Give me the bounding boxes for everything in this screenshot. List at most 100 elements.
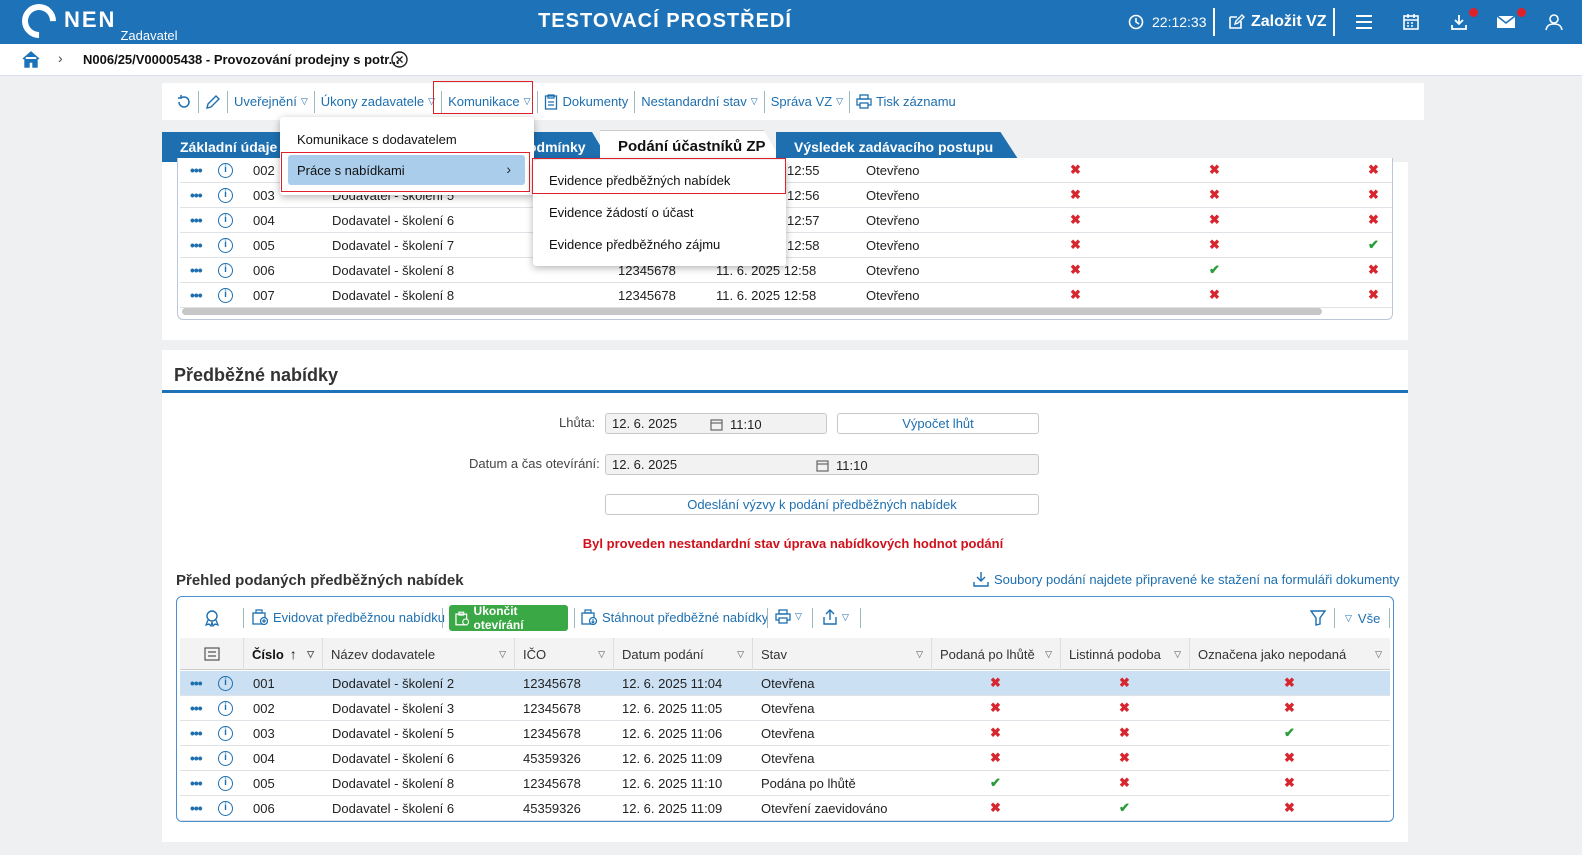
row-actions-icon[interactable]: ••• xyxy=(190,800,203,816)
info-icon[interactable]: i xyxy=(218,700,233,716)
info-icon[interactable]: i xyxy=(218,212,233,228)
row-actions-icon[interactable]: ••• xyxy=(190,212,203,228)
download-files-link[interactable]: Soubory podání najdete připravené ke sta… xyxy=(973,571,1399,587)
refresh-button[interactable] xyxy=(170,90,199,113)
close-icon[interactable] xyxy=(391,51,408,68)
download-offers-button[interactable]: Stáhnout předběžné nabídky xyxy=(581,609,768,625)
row-actions-icon[interactable]: ••• xyxy=(190,700,203,716)
row-actions-icon[interactable]: ••• xyxy=(190,725,203,741)
tab-basic[interactable]: Základní údaje xyxy=(162,132,297,162)
row-actions-icon[interactable]: ••• xyxy=(190,675,203,691)
menu-item-offers[interactable]: Práce s nabídkami › xyxy=(288,155,525,185)
home-icon[interactable] xyxy=(22,51,40,68)
filter-icon[interactable] xyxy=(1310,609,1326,626)
menu-print[interactable]: Tisk záznamu xyxy=(850,91,962,113)
submenu-preliminary-interest[interactable]: Evidence předběžného zájmu xyxy=(549,237,721,252)
table-row[interactable]: ••• i 004 Dodavatel - školení 6 45359326 12. … xyxy=(180,746,1390,771)
row-actions-icon[interactable]: ••• xyxy=(190,237,203,253)
row-actions-icon[interactable]: ••• xyxy=(190,187,203,203)
cell-ico: 45359326 xyxy=(523,750,581,766)
nen-logo[interactable]: NEN Zadavatel xyxy=(14,0,178,46)
submenu-preliminary-offers[interactable]: Evidence předběžných nabídek xyxy=(549,173,731,188)
column-paper[interactable]: Listinná podoba ▽ xyxy=(1061,638,1190,670)
table-row[interactable]: ••• i 001 Dodavatel - školení 2 12345678 12. … xyxy=(180,671,1390,696)
send-invitation-button[interactable]: Odeslání výzvy k podání předběžných nabí… xyxy=(605,494,1039,515)
arrow-up-icon: ↑ xyxy=(289,646,297,662)
horizontal-scrollbar[interactable] xyxy=(182,308,1322,315)
highlight-communication xyxy=(433,81,533,114)
calendar-icon[interactable] xyxy=(710,418,723,431)
messages-button[interactable] xyxy=(1496,0,1516,44)
create-vz-button[interactable]: Založit VZ xyxy=(1227,0,1327,44)
deadline-input[interactable]: 12. 6. 2025 11:10 xyxy=(605,413,827,434)
column-not-submitted[interactable]: Označena jako nepodaná ▽ xyxy=(1190,638,1390,670)
row-actions-icon[interactable]: ••• xyxy=(190,775,203,791)
info-icon[interactable]: i xyxy=(218,262,233,278)
info-icon[interactable]: i xyxy=(218,187,233,203)
column-number[interactable]: Číslo ↑ ▽ xyxy=(244,638,323,670)
table-row[interactable]: ••• i 002 Dodavatel - školení 3 12345678 12. … xyxy=(180,696,1390,721)
column-settings-button[interactable] xyxy=(180,638,244,670)
row-actions-icon[interactable]: ••• xyxy=(190,750,203,766)
column-ico[interactable]: IČO ▽ xyxy=(515,638,614,670)
breadcrumb-title[interactable]: N006/25/V00005438 - Provozování prodejny… xyxy=(83,52,400,67)
submenu-participation-requests[interactable]: Evidence žádostí o účast xyxy=(549,205,694,220)
triangle-down-icon: ▽ xyxy=(1345,613,1352,623)
downloads-button[interactable] xyxy=(1450,0,1468,44)
tab-result[interactable]: Výsledek zadávacího postupu xyxy=(776,132,1020,162)
info-icon[interactable]: i xyxy=(218,800,233,816)
menu-publication[interactable]: Uveřejnění ▽ xyxy=(228,90,315,113)
menu-administration[interactable]: Správa VZ ▽ xyxy=(765,90,851,113)
info-icon[interactable]: i xyxy=(218,287,233,303)
tab-submissions[interactable]: Podání účastníků ZP xyxy=(600,130,782,162)
info-icon[interactable]: i xyxy=(218,725,233,741)
info-icon[interactable]: i xyxy=(218,775,233,791)
deadline-date: 12. 6. 2025 xyxy=(612,416,678,431)
table-row[interactable]: ••• i 003 Dodavatel - školení 5 12345678 12. … xyxy=(180,721,1390,746)
info-icon[interactable]: i xyxy=(218,162,233,178)
cell-supplier: Dodavatel - školení 8 xyxy=(332,262,455,278)
edit-button[interactable] xyxy=(199,90,228,113)
row-actions-icon[interactable]: ••• xyxy=(190,162,203,178)
table-row[interactable]: ••• i 006 Dodavatel - školení 6 45359326 12. … xyxy=(180,796,1390,821)
column-date[interactable]: Datum podání ▽ xyxy=(614,638,753,670)
export-menu-button[interactable]: ▽ xyxy=(822,609,849,625)
column-late[interactable]: Podaná po lhůtě ▽ xyxy=(932,638,1061,670)
row-actions-icon[interactable]: ••• xyxy=(190,262,203,278)
menu-button[interactable] xyxy=(1355,0,1373,44)
row-actions-icon[interactable]: ••• xyxy=(190,287,203,303)
column-supplier[interactable]: Název dodavatele ▽ xyxy=(323,638,515,670)
table-row[interactable]: ••• i 005 Dodavatel - školení 8 12345678 12. … xyxy=(180,771,1390,796)
table-row[interactable]: ••• i 004 Dodavatel - školení 6 12:57 Otevřen… xyxy=(180,208,1392,233)
table-row[interactable]: ••• i 005 Dodavatel - školení 7 12:58 Otevřen… xyxy=(180,233,1392,258)
menu-item-supplier-communication[interactable]: Komunikace s dodavatelem xyxy=(297,132,457,147)
info-icon[interactable]: i xyxy=(218,237,233,253)
opening-input[interactable]: 12. 6. 2025 11:10 xyxy=(605,454,1039,475)
print-menu-button[interactable]: ▽ xyxy=(775,609,802,624)
column-state[interactable]: Stav ▽ xyxy=(753,638,932,670)
cell-supplier: Dodavatel - školení 2 xyxy=(332,675,455,691)
register-offer-button[interactable]: Evidovat předběžnou nabídku xyxy=(252,609,445,625)
table-row[interactable]: ••• i 007 Dodavatel - školení 8 12345678 11. … xyxy=(180,283,1392,308)
table-row[interactable]: ••• i 006 Dodavatel - školení 8 12345678 11. … xyxy=(180,258,1392,283)
info-icon[interactable]: i xyxy=(218,675,233,691)
menu-communication[interactable]: Komunikace ▽ xyxy=(442,90,538,113)
menu-nonstandard[interactable]: Nestandardní stav ▽ xyxy=(635,90,765,113)
cell-date: 12:57 xyxy=(787,212,820,228)
info-icon[interactable]: i xyxy=(218,750,233,766)
table-row[interactable]: ••• i 002 12:55 Otevřeno ✖ ✖ ✖ xyxy=(180,158,1392,183)
calculate-deadlines-button[interactable]: Výpočet lhůt xyxy=(837,413,1039,434)
triangle-down-icon: ▽ xyxy=(300,96,308,106)
cross-icon: ✖ xyxy=(1070,237,1081,252)
user-button[interactable] xyxy=(1545,0,1563,44)
filter-all-select[interactable]: ▽ Vše xyxy=(1345,611,1380,626)
finish-opening-button[interactable]: Ukončit otevírání xyxy=(449,604,568,632)
cross-icon: ✖ xyxy=(1119,775,1130,790)
menu-documents[interactable]: Dokumenty xyxy=(538,90,636,113)
calendar-button[interactable] xyxy=(1402,0,1420,44)
cell-number: 006 xyxy=(253,262,275,278)
cell-state: Otevřeno xyxy=(866,187,920,203)
award-icon[interactable] xyxy=(203,609,221,627)
menu-acts[interactable]: Úkony zadavatele ▽ xyxy=(315,90,443,113)
calendar-icon[interactable] xyxy=(816,459,829,472)
